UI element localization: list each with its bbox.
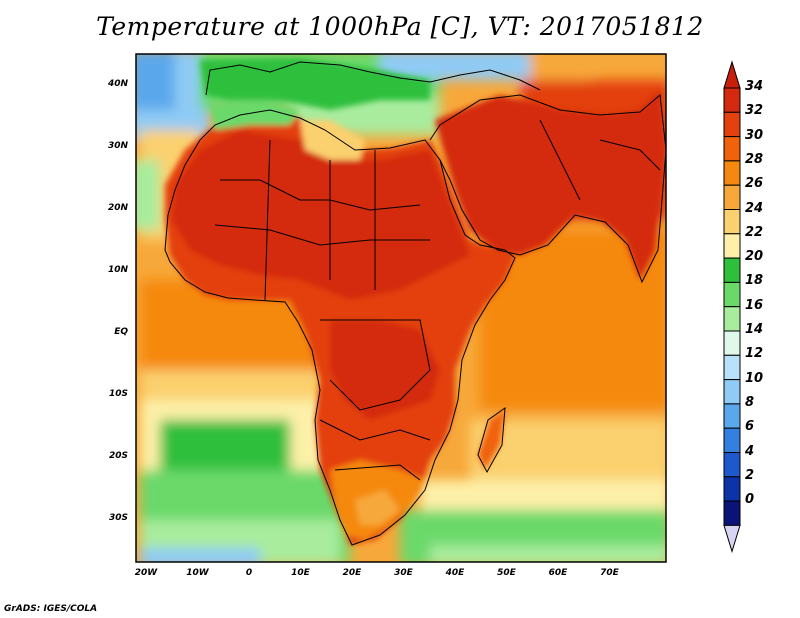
map-frame — [135, 53, 667, 563]
colorbar-swatch — [723, 233, 741, 259]
colorbar-tick-label: 26 — [745, 176, 764, 192]
colorbar-under-arrow — [723, 524, 741, 554]
colorbar-swatch — [723, 476, 741, 502]
colorbar-swatch — [723, 257, 741, 283]
colorbar-tick-label: 34 — [745, 79, 764, 94]
temperature-field — [136, 54, 666, 562]
colorbar-tick-label: 16 — [745, 297, 764, 313]
colorbar-tick-label: 6 — [745, 419, 755, 435]
lat-tick-label: EQ — [114, 327, 128, 337]
lat-tick-label: 10N — [107, 265, 128, 275]
lon-tick-label: 40E — [445, 568, 465, 578]
colorbar — [723, 60, 741, 554]
lon-tick-label: 10E — [291, 568, 310, 578]
lat-tick-label: 40N — [107, 79, 128, 89]
colorbar-swatch — [723, 306, 741, 332]
lon-tick-label: 70E — [600, 568, 619, 578]
colorbar-tick-label: 8 — [745, 394, 755, 410]
lon-tick-label: 0 — [245, 568, 253, 578]
colorbar-tick-label: 4 — [745, 443, 755, 459]
lon-tick-label: 10W — [186, 568, 209, 578]
colorbar-swatch — [723, 379, 741, 405]
lon-tick-label: 20E — [342, 568, 362, 578]
colorbar-tick-label: 14 — [745, 322, 764, 337]
colorbar-over-arrow — [723, 60, 741, 89]
lat-tick-label: 20S — [108, 451, 128, 461]
colorbar-swatch — [723, 87, 741, 113]
colorbar-tick-label: 2 — [745, 467, 755, 483]
colorbar-tick-label: 12 — [745, 346, 764, 362]
colorbar-swatch — [723, 427, 741, 454]
lat-tick-label: 20N — [107, 203, 128, 213]
colorbar-swatch — [723, 403, 741, 429]
colorbar-swatch — [723, 354, 741, 381]
colorbar-tick-label: 28 — [745, 151, 764, 167]
colorbar-swatch — [723, 500, 741, 526]
colorbar-tick-label: 24 — [745, 200, 764, 216]
colorbar-swatch — [723, 209, 741, 235]
lon-tick-label: 20W — [134, 568, 158, 578]
lon-tick-label: 60E — [548, 568, 568, 578]
colorbar-swatch — [723, 160, 741, 186]
lat-tick-label: 10S — [108, 389, 128, 399]
colorbar-tick-label: 20 — [745, 249, 764, 265]
coastlines — [164, 61, 666, 546]
colorbar-swatch — [723, 330, 741, 356]
lon-tick-label: 50E — [497, 568, 516, 578]
lat-tick-label: 30N — [107, 141, 128, 151]
lat-tick-label: 30S — [108, 513, 128, 523]
colorbar-tick-label: 10 — [745, 370, 764, 386]
colorbar-tick-label: 22 — [745, 224, 764, 240]
map-title: Temperature at 1000hPa [C], VT: 20170518… — [96, 12, 704, 41]
grads-credit: GrADS: IGES/COLA — [4, 604, 98, 614]
colorbar-swatch — [723, 281, 741, 308]
colorbar-swatch — [723, 111, 741, 138]
colorbar-tick-label: 18 — [745, 273, 764, 289]
colorbar-tick-label: 32 — [745, 103, 764, 119]
lon-tick-label: 30E — [394, 568, 413, 578]
colorbar-tick-label: 0 — [745, 492, 755, 508]
colorbar-swatch — [723, 452, 741, 478]
colorbar-tick-label: 30 — [745, 127, 764, 143]
colorbar-swatch — [723, 136, 741, 162]
colorbar-swatch — [723, 184, 741, 210]
